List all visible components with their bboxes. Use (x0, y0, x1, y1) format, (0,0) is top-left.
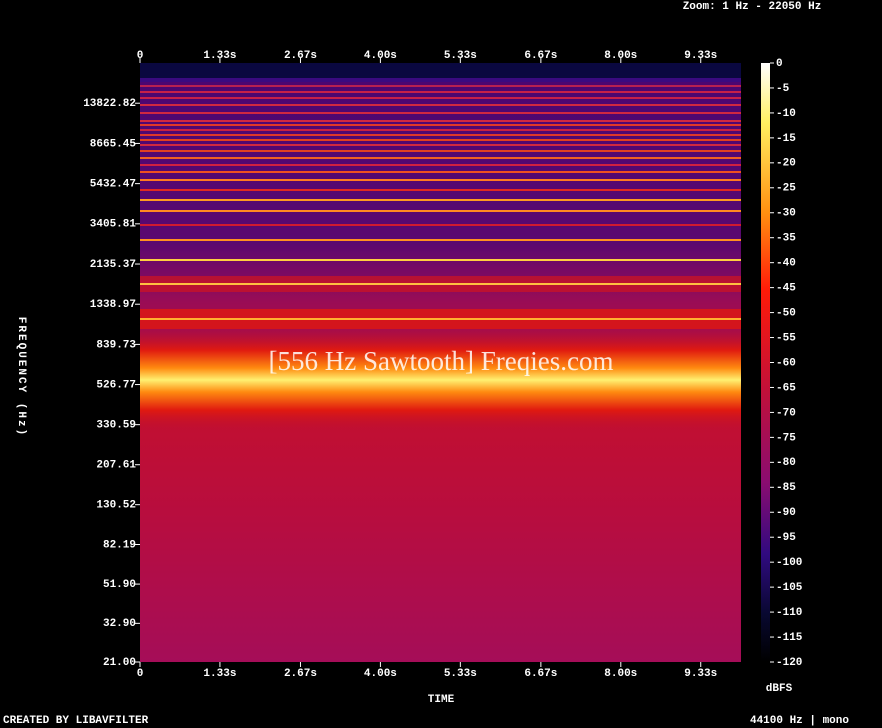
colorbar-tick-label: -25 (776, 183, 796, 195)
x-tick-label: 2.67s (284, 668, 317, 680)
x-tick-label: 9.33s (684, 50, 717, 62)
colorbar-tick-label: -80 (776, 457, 796, 469)
y-tick-label: 8665.45 (90, 138, 137, 150)
colorbar-tick-label: -40 (776, 258, 796, 270)
footer-left: CREATED BY LIBAVFILTER (3, 715, 149, 727)
x-tick-label: 6.67s (524, 50, 557, 62)
x-tick-label: 0 (137, 50, 144, 62)
x-tick-label: 6.67s (524, 668, 557, 680)
spectrogram-image (140, 63, 741, 662)
colorbar-tick-label: -90 (776, 507, 796, 519)
y-axis-label: FREQUENCY (Hz) (15, 317, 27, 437)
colorbar-tick-label: -85 (776, 482, 796, 494)
y-tick-label: 839.73 (96, 339, 136, 351)
y-tick-label: 526.77 (96, 379, 136, 391)
x-tick-label: 5.33s (444, 668, 477, 680)
y-tick-label: 207.61 (96, 460, 136, 472)
x-tick-label: 1.33s (203, 668, 236, 680)
y-tick-label: 32.90 (103, 618, 136, 630)
colorbar-tick-label: -95 (776, 532, 796, 544)
colorbar-tick-label: -20 (776, 158, 796, 170)
y-tick-label: 2135.37 (90, 259, 136, 271)
colorbar-tick-label: -115 (776, 632, 803, 644)
y-tick-label: 5432.47 (90, 179, 136, 191)
colorbar-tick-label: 0 (776, 58, 783, 70)
colorbar-tick-label: -110 (776, 607, 802, 619)
y-tick-label: 21.00 (103, 657, 136, 669)
colorbar-tick-label: -10 (776, 108, 796, 120)
colorbar-tick-label: -45 (776, 283, 796, 295)
x-tick-label: 1.33s (203, 50, 236, 62)
x-tick-label: 8.00s (604, 668, 637, 680)
colorbar-tick-label: -35 (776, 233, 796, 245)
colorbar-tick-label: -70 (776, 407, 796, 419)
y-tick-label: 130.52 (96, 500, 136, 512)
x-tick-label: 4.00s (364, 668, 397, 680)
x-tick-label: 4.00s (364, 50, 397, 62)
x-axis-label: TIME (428, 694, 455, 706)
watermark-title: [556 Hz Sawtooth] Freqies.com (269, 346, 614, 376)
footer-right: 44100 Hz | mono (750, 715, 849, 727)
colorbar-tick-label: -5 (776, 83, 790, 95)
colorbar-tick-label: -75 (776, 432, 796, 444)
colorbar-tick-label: -50 (776, 307, 796, 319)
colorbar-tick-label: -60 (776, 357, 796, 369)
x-tick-label: 0 (137, 668, 144, 680)
y-tick-label: 13822.82 (83, 98, 136, 110)
colorbar (761, 63, 770, 662)
colorbar-tick-label: -15 (776, 133, 796, 145)
y-tick-label: 82.19 (103, 539, 136, 551)
colorbar-tick-label: -120 (776, 657, 802, 669)
x-tick-label: 8.00s (604, 50, 637, 62)
colorbar-tick-label: -100 (776, 557, 802, 569)
y-tick-label: 51.90 (103, 579, 136, 591)
x-tick-label: 9.33s (684, 668, 717, 680)
x-tick-label: 5.33s (444, 50, 477, 62)
colorbar-tick-label: -105 (776, 582, 803, 594)
zoom-label: Zoom: 1 Hz - 22050 Hz (683, 1, 822, 13)
x-tick-label: 2.67s (284, 50, 317, 62)
y-tick-label: 330.59 (96, 420, 136, 432)
colorbar-label: dBFS (766, 683, 793, 695)
colorbar-tick-label: -55 (776, 332, 796, 344)
y-tick-label: 3405.81 (90, 219, 137, 231)
y-tick-label: 1338.97 (90, 299, 136, 311)
colorbar-tick-label: -65 (776, 382, 796, 394)
colorbar-tick-label: -30 (776, 208, 796, 220)
